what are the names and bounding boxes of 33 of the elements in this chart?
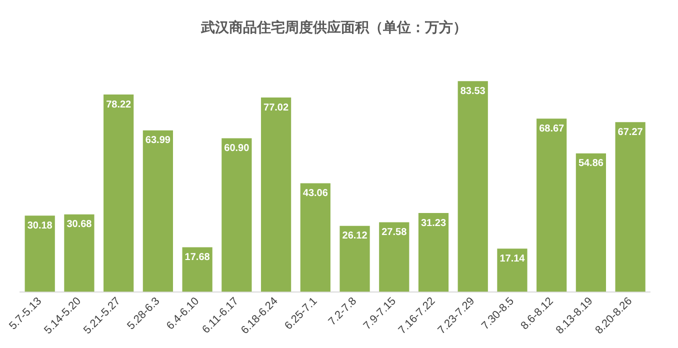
bar (64, 214, 94, 292)
bar (142, 130, 174, 292)
bar (458, 81, 488, 292)
data-label: 17.68 (184, 252, 210, 263)
bar (260, 98, 292, 292)
bar (576, 153, 606, 292)
data-label: 67.27 (618, 126, 644, 138)
data-label: 78.22 (106, 99, 132, 110)
data-label: 63.99 (145, 135, 171, 146)
bar (536, 118, 567, 292)
bar (615, 122, 646, 292)
bar (222, 138, 252, 292)
data-label: 60.90 (224, 142, 250, 154)
bar (300, 183, 330, 292)
data-label: 54.86 (578, 158, 604, 170)
chart-title: 武汉商品住宅周度供应面积（单位：万方） (200, 19, 467, 36)
data-label: 43.06 (302, 188, 328, 199)
bar (104, 94, 134, 292)
bar (379, 222, 410, 292)
data-label: 17.14 (500, 253, 526, 264)
data-label: 26.12 (342, 230, 368, 242)
bar (497, 248, 528, 292)
data-label: 27.58 (382, 226, 408, 238)
data-label: 30.18 (27, 220, 53, 232)
data-label: 83.53 (460, 86, 486, 97)
bar (182, 247, 212, 292)
data-label: 77.02 (264, 102, 289, 114)
data-label: 30.68 (66, 219, 92, 230)
bar (418, 213, 449, 292)
data-label: 31.23 (420, 218, 446, 229)
data-label: 68.67 (539, 123, 565, 134)
bar (24, 216, 55, 292)
bar (340, 226, 370, 292)
